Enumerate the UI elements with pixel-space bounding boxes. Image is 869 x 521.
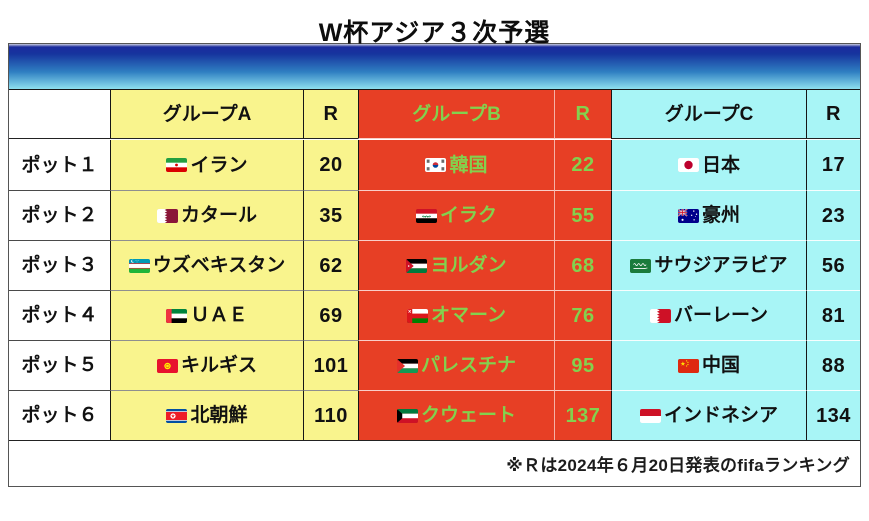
rank-cell: 35 bbox=[303, 190, 358, 240]
rank-cell: 95 bbox=[554, 340, 611, 390]
group-b-header: グループB bbox=[358, 90, 554, 139]
rank-cell: 76 bbox=[554, 290, 611, 340]
saudi-arabia-flag-icon bbox=[630, 258, 652, 273]
rank-cell: 55 bbox=[554, 190, 611, 240]
rank-cell: 17 bbox=[806, 140, 860, 190]
rank-cell: 20 bbox=[303, 140, 358, 190]
japan-flag-icon bbox=[677, 158, 699, 172]
group-c-rank-header: R bbox=[806, 90, 860, 139]
team-cell: パレスチナ bbox=[358, 340, 554, 390]
rank-cell: 81 bbox=[806, 290, 860, 340]
rank-cell: 23 bbox=[806, 190, 860, 240]
iraq-flag-icon bbox=[415, 208, 437, 223]
rank-cell: 62 bbox=[303, 240, 358, 290]
rank-cell: 22 bbox=[554, 140, 611, 190]
team-name: サウジアラビア bbox=[654, 255, 788, 276]
team-name: クウェート bbox=[420, 405, 516, 426]
pot-cell: ポット５ bbox=[9, 340, 110, 390]
team-cell: 日本 bbox=[611, 140, 806, 190]
team-cell: クウェート bbox=[358, 390, 554, 440]
team-name: 豪州 bbox=[701, 205, 740, 226]
footnote: ※Ｒは2024年６月20日発表のfifaランキング bbox=[9, 440, 860, 486]
team-name: バーレーン bbox=[673, 305, 769, 326]
team-name: ウズベキスタン bbox=[152, 255, 286, 276]
jordan-flag-icon bbox=[406, 258, 428, 273]
team-name: インドネシア bbox=[663, 405, 778, 426]
rank-cell: 101 bbox=[303, 340, 358, 390]
team-cell: 豪州 bbox=[611, 190, 806, 240]
group-b-rank-header: R bbox=[554, 90, 611, 139]
corner-cell bbox=[9, 90, 110, 139]
qatar-flag-icon bbox=[156, 208, 178, 223]
team-name: 北朝鮮 bbox=[190, 405, 248, 426]
bahrain-flag-icon bbox=[649, 308, 671, 323]
south-korea-flag-icon bbox=[425, 158, 447, 172]
oman-flag-icon bbox=[406, 308, 428, 323]
team-name: ＵＡＥ bbox=[190, 305, 248, 326]
team-name: イラク bbox=[439, 205, 497, 226]
palestine-flag-icon bbox=[396, 358, 418, 373]
team-cell: 韓国 bbox=[358, 140, 554, 190]
team-cell: ヨルダン bbox=[358, 240, 554, 290]
team-name: カタール bbox=[180, 205, 257, 226]
rank-cell: 88 bbox=[806, 340, 860, 390]
team-name: パレスチナ bbox=[420, 355, 516, 376]
rank-cell: 69 bbox=[303, 290, 358, 340]
pot-cell: ポット１ bbox=[9, 140, 110, 190]
team-cell: イラク bbox=[358, 190, 554, 240]
pot-cell: ポット６ bbox=[9, 390, 110, 440]
north-korea-flag-icon bbox=[166, 408, 188, 423]
team-cell: キルギス bbox=[110, 340, 303, 390]
rank-cell: 110 bbox=[303, 390, 358, 440]
rank-cell: 68 bbox=[554, 240, 611, 290]
team-cell: オマーン bbox=[358, 290, 554, 340]
uae-flag-icon bbox=[166, 308, 188, 323]
group-a-rank-header: R bbox=[303, 90, 358, 139]
team-name: 韓国 bbox=[449, 154, 488, 176]
team-cell: 北朝鮮 bbox=[110, 390, 303, 440]
team-name: キルギス bbox=[180, 355, 257, 376]
team-name: ヨルダン bbox=[430, 255, 507, 276]
team-cell: 中国 bbox=[611, 340, 806, 390]
indonesia-flag-icon bbox=[639, 408, 661, 423]
qualification-table: グループA R グループB R グループC R ポット１ イラン 20 韓国 22 日本 1… bbox=[8, 43, 861, 487]
team-name: 日本 bbox=[701, 154, 740, 176]
groups-grid: グループA R グループB R グループC R ポット１ イラン 20 韓国 22 日本 1… bbox=[9, 90, 860, 440]
group-c-header: グループC bbox=[611, 90, 806, 139]
pot-cell: ポット４ bbox=[9, 290, 110, 340]
pot-cell: ポット３ bbox=[9, 240, 110, 290]
rank-cell: 134 bbox=[806, 390, 860, 440]
kuwait-flag-icon bbox=[396, 408, 418, 423]
banner-gradient bbox=[9, 44, 860, 90]
team-cell: インドネシア bbox=[611, 390, 806, 440]
kyrgyzstan-flag-icon bbox=[156, 358, 178, 373]
rank-cell: 137 bbox=[554, 390, 611, 440]
team-cell: サウジアラビア bbox=[611, 240, 806, 290]
australia-flag-icon bbox=[677, 208, 699, 223]
page: W杯アジア３次予選 グループA R グループB R グループC R ポット１ イラ… bbox=[8, 19, 861, 487]
pot-cell: ポット２ bbox=[9, 190, 110, 240]
china-flag-icon bbox=[677, 358, 699, 373]
group-a-header: グループA bbox=[110, 90, 303, 139]
rank-cell: 56 bbox=[806, 240, 860, 290]
team-cell: カタール bbox=[110, 190, 303, 240]
team-name: イラン bbox=[190, 154, 248, 176]
iran-flag-icon bbox=[166, 158, 188, 172]
page-title: W杯アジア３次予選 bbox=[318, 19, 551, 47]
team-cell: イラン bbox=[110, 140, 303, 190]
uzbekistan-flag-icon bbox=[128, 258, 150, 273]
team-cell: バーレーン bbox=[611, 290, 806, 340]
team-cell: ウズベキスタン bbox=[110, 240, 303, 290]
team-name: 中国 bbox=[701, 355, 740, 376]
team-cell: ＵＡＥ bbox=[110, 290, 303, 340]
team-name: オマーン bbox=[430, 305, 507, 326]
